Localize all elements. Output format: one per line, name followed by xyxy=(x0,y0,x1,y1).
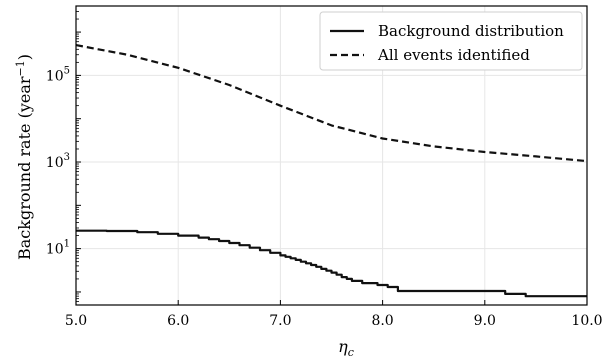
plot-frame xyxy=(75,5,588,306)
x-tick-label: 8.0 xyxy=(371,313,393,329)
legend-label-all-events: All events identified xyxy=(377,46,530,64)
x-tick-label: 5.0 xyxy=(65,313,87,329)
legend-box xyxy=(319,11,583,71)
y-axis-label: Background rate (year−1) xyxy=(14,54,34,260)
series-line-all-events xyxy=(75,44,588,163)
x-tick-label: 9.0 xyxy=(474,313,496,329)
x-axis-ticks: 5.0 6.0 7.0 8.0 9.0 10.0 xyxy=(65,300,603,329)
y-tick-label: 101 xyxy=(46,239,70,258)
legend: Background distribution All events ident… xyxy=(319,11,583,71)
series-line-background xyxy=(76,229,587,298)
x-tick-label: 6.0 xyxy=(167,313,189,329)
x-axis-label: ηc xyxy=(338,337,354,358)
y-axis-ticks: 101 103 105 xyxy=(46,65,81,258)
minor-ticks xyxy=(76,5,81,306)
y-tick-label: 105 xyxy=(46,65,70,84)
x-tick-label: 10.0 xyxy=(571,313,602,329)
series-layer xyxy=(75,44,588,298)
legend-label-background: Background distribution xyxy=(378,22,564,40)
y-tick-label: 103 xyxy=(46,152,70,171)
x-tick-label: 7.0 xyxy=(269,313,291,329)
